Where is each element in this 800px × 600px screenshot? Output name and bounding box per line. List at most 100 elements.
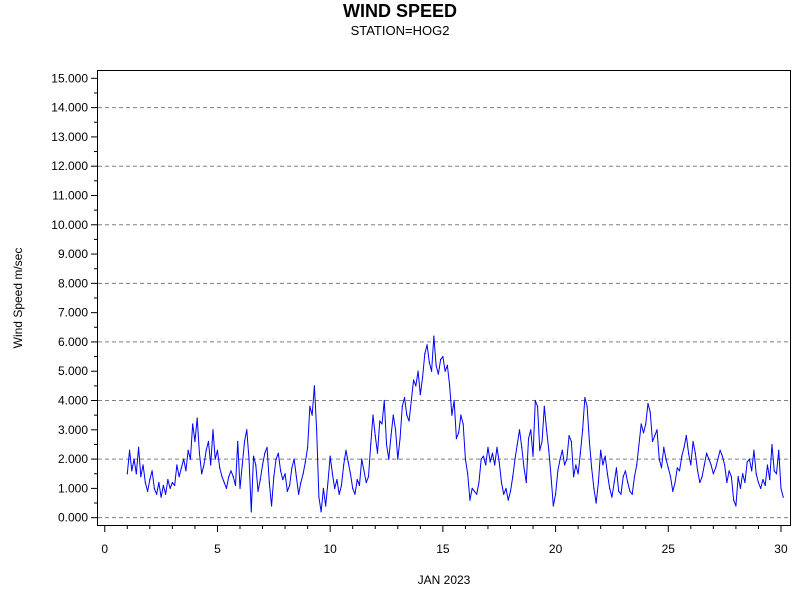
data-point [561,449,563,451]
data-point [669,476,672,478]
x-tick-label: 0 [101,542,108,556]
x-axis-label: JAN 2023 [417,573,471,587]
data-point [289,484,291,487]
data-point [210,464,212,466]
data-point [201,473,203,475]
data-point [295,476,297,478]
y-tick-label: 5.000 [58,364,88,378]
data-point [237,440,239,443]
data-point [361,458,363,460]
x-tick-label: 10 [323,542,337,556]
data-point [275,458,277,460]
data-point [584,396,586,399]
data-point [667,467,669,469]
data-point [146,490,149,492]
data-point [225,487,228,489]
data-point [471,487,473,489]
data-point [128,449,131,451]
data-point [410,399,412,402]
data-point [699,481,701,484]
data-point [631,493,633,495]
data-point [595,502,597,504]
x-tick-label: 30 [774,542,788,556]
data-point [178,476,180,478]
data-point [778,449,780,451]
data-point [651,440,654,443]
data-point [622,476,624,478]
data-point [480,458,482,460]
data-point [782,496,784,498]
data-point [424,353,426,355]
data-point [642,432,645,434]
data-point [198,452,201,454]
data-point [586,405,588,407]
data-point [257,490,259,492]
data-point [762,479,764,481]
data-point [189,458,192,460]
data-point [681,455,683,457]
y-axis-label: Wind Speed m/sec [11,247,25,349]
data-point [773,470,775,472]
data-point [203,464,205,466]
data-point [645,423,647,425]
data-point [309,405,311,407]
data-point [503,493,505,495]
data-point [412,379,415,381]
data-point [388,458,390,460]
data-point [525,481,527,484]
data-point [649,411,651,413]
data-point [133,458,135,460]
data-point [338,493,340,495]
data-point [563,464,566,466]
y-tick-label: 8.000 [58,276,88,290]
data-point [374,435,376,437]
data-point [473,490,476,492]
data-point [192,423,194,425]
data-point [266,446,268,448]
data-point [751,470,753,472]
data-point [464,458,467,460]
data-point [419,394,421,396]
data-point [536,405,539,407]
data-point [467,473,469,475]
data-point [311,414,313,416]
data-point [545,429,548,431]
data-point [458,432,460,434]
data-point [683,446,685,448]
data-point [259,479,261,481]
data-point [685,435,687,437]
data-point [706,452,708,454]
data-point [325,505,327,507]
data-point [381,423,383,425]
data-point [694,452,696,454]
data-point [509,490,512,492]
data-point [730,476,732,478]
data-point [696,470,699,472]
data-point [320,511,322,513]
data-point [620,493,622,495]
data-point [442,355,444,358]
data-point [379,420,381,422]
data-point [252,455,255,457]
data-point [755,473,757,475]
data-point [554,493,557,495]
data-point [142,464,144,466]
data-point [715,467,717,469]
data-point [185,470,187,472]
y-tick-label: 1.000 [58,481,88,495]
data-point [264,452,266,454]
data-point [354,493,356,495]
data-point [615,467,618,469]
data-point [329,455,331,457]
data-point [753,449,755,451]
data-point [137,446,140,448]
data-point [431,370,433,372]
data-point [489,461,491,463]
data-point [744,481,746,484]
data-point [724,464,726,466]
data-point [160,496,162,498]
data-point [701,476,703,478]
data-point [710,464,712,466]
data-point [636,464,638,466]
